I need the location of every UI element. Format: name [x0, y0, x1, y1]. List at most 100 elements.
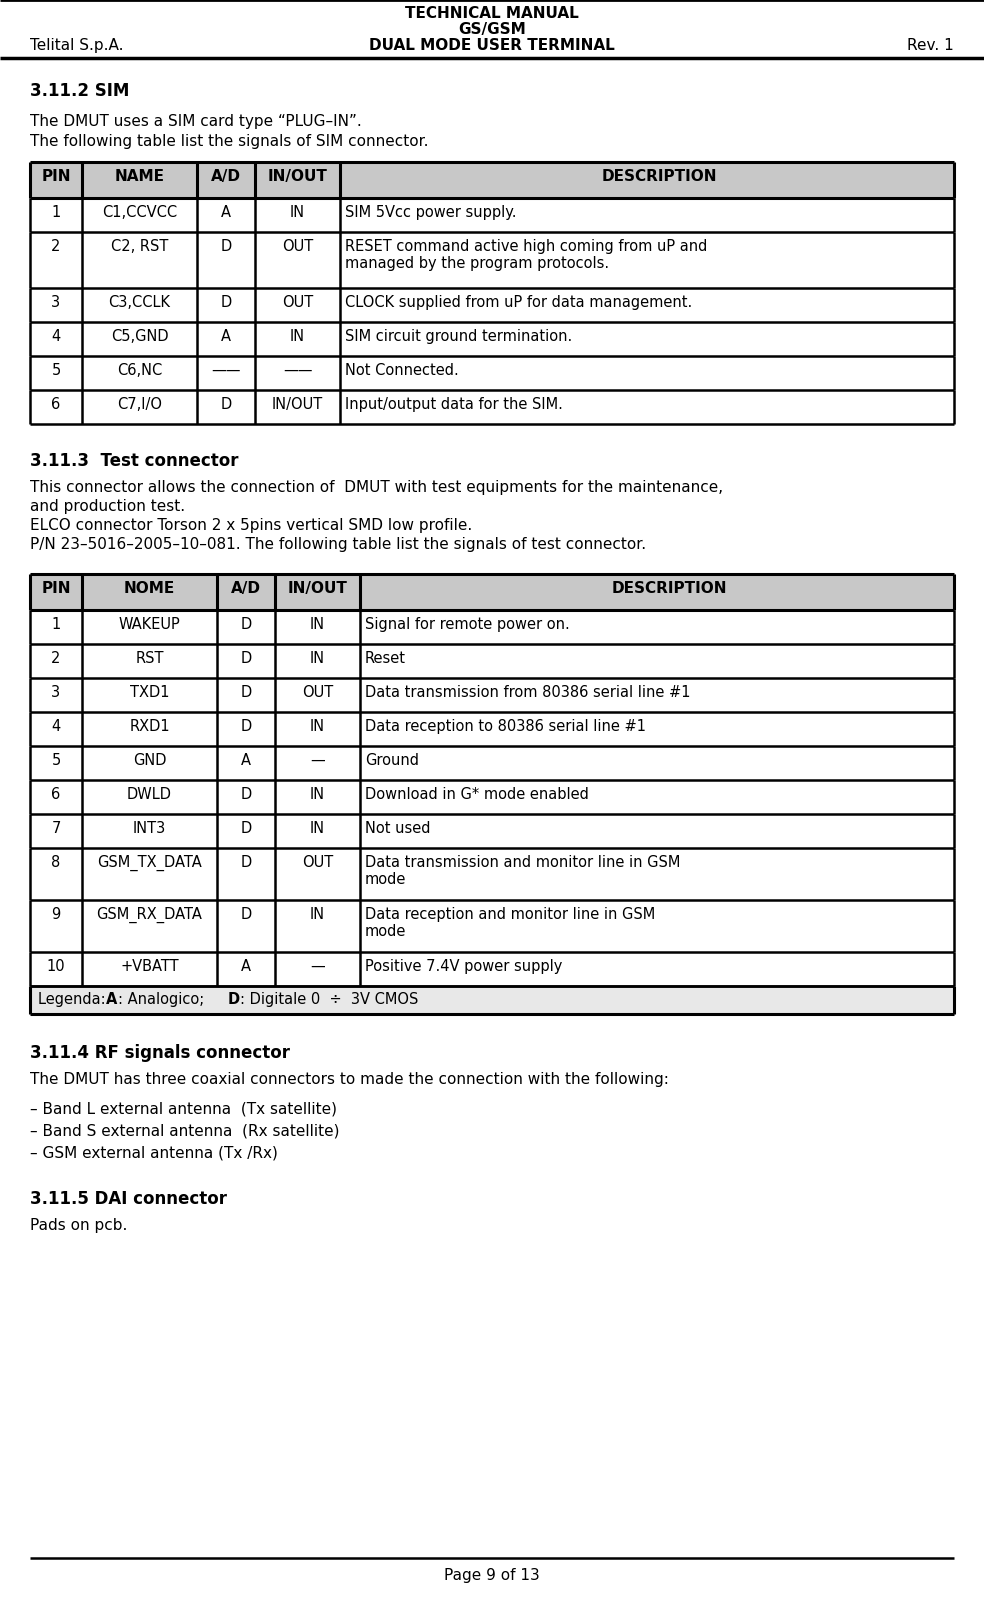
- Text: The following table list the signals of SIM connector.: The following table list the signals of …: [30, 134, 428, 149]
- Text: 3: 3: [51, 685, 61, 699]
- Text: : Analogico;: : Analogico;: [118, 992, 214, 1008]
- Text: D: D: [240, 854, 252, 870]
- Text: 6: 6: [51, 398, 61, 412]
- Text: Not used: Not used: [365, 821, 431, 835]
- Text: IN: IN: [310, 652, 325, 666]
- Text: Input/output data for the SIM.: Input/output data for the SIM.: [345, 398, 563, 412]
- Text: Download in G* mode enabled: Download in G* mode enabled: [365, 787, 588, 802]
- Text: PIN: PIN: [41, 169, 71, 184]
- Text: This connector allows the connection of  DMUT with test equipments for the maint: This connector allows the connection of …: [30, 481, 723, 495]
- Text: IN: IN: [290, 204, 305, 220]
- Text: Data transmission from 80386 serial line #1: Data transmission from 80386 serial line…: [365, 685, 691, 699]
- Text: Data reception and monitor line in GSM
mode: Data reception and monitor line in GSM m…: [365, 907, 655, 939]
- Text: The DMUT has three coaxial connectors to made the connection with the following:: The DMUT has three coaxial connectors to…: [30, 1072, 669, 1088]
- Text: 3: 3: [51, 295, 61, 310]
- Text: Positive 7.4V power supply: Positive 7.4V power supply: [365, 960, 563, 974]
- Text: 3.11.3  Test connector: 3.11.3 Test connector: [30, 452, 238, 470]
- Text: DUAL MODE USER TERMINAL: DUAL MODE USER TERMINAL: [369, 38, 615, 53]
- Text: —: —: [310, 754, 325, 768]
- Text: and production test.: and production test.: [30, 498, 185, 514]
- Text: RST: RST: [135, 652, 163, 666]
- Bar: [30, 573, 954, 610]
- Text: 4: 4: [51, 719, 61, 735]
- Text: Reset: Reset: [365, 652, 406, 666]
- Text: A/D: A/D: [211, 169, 241, 184]
- Bar: [30, 161, 954, 198]
- Text: TECHNICAL MANUAL: TECHNICAL MANUAL: [405, 6, 579, 21]
- Text: 5: 5: [51, 754, 61, 768]
- Text: D: D: [240, 907, 252, 921]
- Text: IN/OUT: IN/OUT: [287, 581, 347, 596]
- Bar: [30, 985, 954, 1014]
- Text: A: A: [241, 754, 251, 768]
- Text: NOME: NOME: [124, 581, 175, 596]
- Text: 9: 9: [51, 907, 61, 921]
- Text: D: D: [240, 652, 252, 666]
- Text: D: D: [220, 240, 231, 254]
- Text: D: D: [240, 787, 252, 802]
- Text: OUT: OUT: [302, 685, 334, 699]
- Text: A/D: A/D: [231, 581, 261, 596]
- Text: D: D: [220, 398, 231, 412]
- Text: GND: GND: [133, 754, 166, 768]
- Text: Not Connected.: Not Connected.: [345, 363, 459, 378]
- Text: C2, RST: C2, RST: [111, 240, 168, 254]
- Text: TXD1: TXD1: [130, 685, 169, 699]
- Text: Pads on pcb.: Pads on pcb.: [30, 1219, 127, 1233]
- Text: IN: IN: [310, 719, 325, 735]
- Text: —: —: [310, 960, 325, 974]
- Text: D: D: [240, 719, 252, 735]
- Text: C1,CCVCC: C1,CCVCC: [102, 204, 177, 220]
- Text: CLOCK supplied from uP for data management.: CLOCK supplied from uP for data manageme…: [345, 295, 693, 310]
- Text: RXD1: RXD1: [129, 719, 170, 735]
- Text: +VBATT: +VBATT: [120, 960, 179, 974]
- Text: A: A: [241, 960, 251, 974]
- Text: C5,GND: C5,GND: [110, 329, 168, 343]
- Text: Telital S.p.A.: Telital S.p.A.: [30, 38, 124, 53]
- Text: D: D: [240, 616, 252, 632]
- Text: GS/GSM: GS/GSM: [459, 22, 525, 37]
- Text: 3.11.5 DAI connector: 3.11.5 DAI connector: [30, 1190, 227, 1207]
- Text: SIM 5Vcc power supply.: SIM 5Vcc power supply.: [345, 204, 517, 220]
- Text: PIN: PIN: [41, 581, 71, 596]
- Text: ——: ——: [282, 363, 312, 378]
- Text: IN: IN: [290, 329, 305, 343]
- Text: D: D: [240, 685, 252, 699]
- Text: – Band S external antenna  (Rx satellite): – Band S external antenna (Rx satellite): [30, 1124, 339, 1139]
- Text: Rev. 1: Rev. 1: [907, 38, 954, 53]
- Text: DWLD: DWLD: [127, 787, 172, 802]
- Text: IN: IN: [310, 907, 325, 921]
- Text: The DMUT uses a SIM card type “PLUG–IN”.: The DMUT uses a SIM card type “PLUG–IN”.: [30, 113, 362, 129]
- Text: OUT: OUT: [281, 295, 313, 310]
- Text: DESCRIPTION: DESCRIPTION: [601, 169, 716, 184]
- Text: INT3: INT3: [133, 821, 166, 835]
- Text: C6,NC: C6,NC: [117, 363, 162, 378]
- Text: : Digitale 0  ÷  3V CMOS: : Digitale 0 ÷ 3V CMOS: [240, 992, 418, 1008]
- Text: D: D: [220, 295, 231, 310]
- Text: Page 9 of 13: Page 9 of 13: [444, 1568, 540, 1583]
- Text: Data transmission and monitor line in GSM
mode: Data transmission and monitor line in GS…: [365, 854, 680, 888]
- Text: A: A: [221, 204, 231, 220]
- Text: DESCRIPTION: DESCRIPTION: [611, 581, 727, 596]
- Text: Data reception to 80386 serial line #1: Data reception to 80386 serial line #1: [365, 719, 646, 735]
- Text: 1: 1: [51, 204, 61, 220]
- Text: A: A: [221, 329, 231, 343]
- Text: 3.11.4 RF signals connector: 3.11.4 RF signals connector: [30, 1044, 290, 1062]
- Text: NAME: NAME: [114, 169, 164, 184]
- Text: IN: IN: [310, 787, 325, 802]
- Text: OUT: OUT: [302, 854, 334, 870]
- Text: C3,CCLK: C3,CCLK: [108, 295, 170, 310]
- Text: ——: ——: [212, 363, 241, 378]
- Text: 6: 6: [51, 787, 61, 802]
- Text: SIM circuit ground termination.: SIM circuit ground termination.: [345, 329, 573, 343]
- Text: IN: IN: [310, 821, 325, 835]
- Text: 2: 2: [51, 652, 61, 666]
- Text: 5: 5: [51, 363, 61, 378]
- Text: A: A: [106, 992, 117, 1008]
- Text: GSM_TX_DATA: GSM_TX_DATA: [97, 854, 202, 872]
- Text: ELCO connector Torson 2 x 5pins vertical SMD low profile.: ELCO connector Torson 2 x 5pins vertical…: [30, 517, 472, 533]
- Text: 10: 10: [46, 960, 65, 974]
- Text: WAKEUP: WAKEUP: [119, 616, 180, 632]
- Text: 7: 7: [51, 821, 61, 835]
- Text: P/N 23–5016–2005–10–081. The following table list the signals of test connector.: P/N 23–5016–2005–10–081. The following t…: [30, 537, 646, 553]
